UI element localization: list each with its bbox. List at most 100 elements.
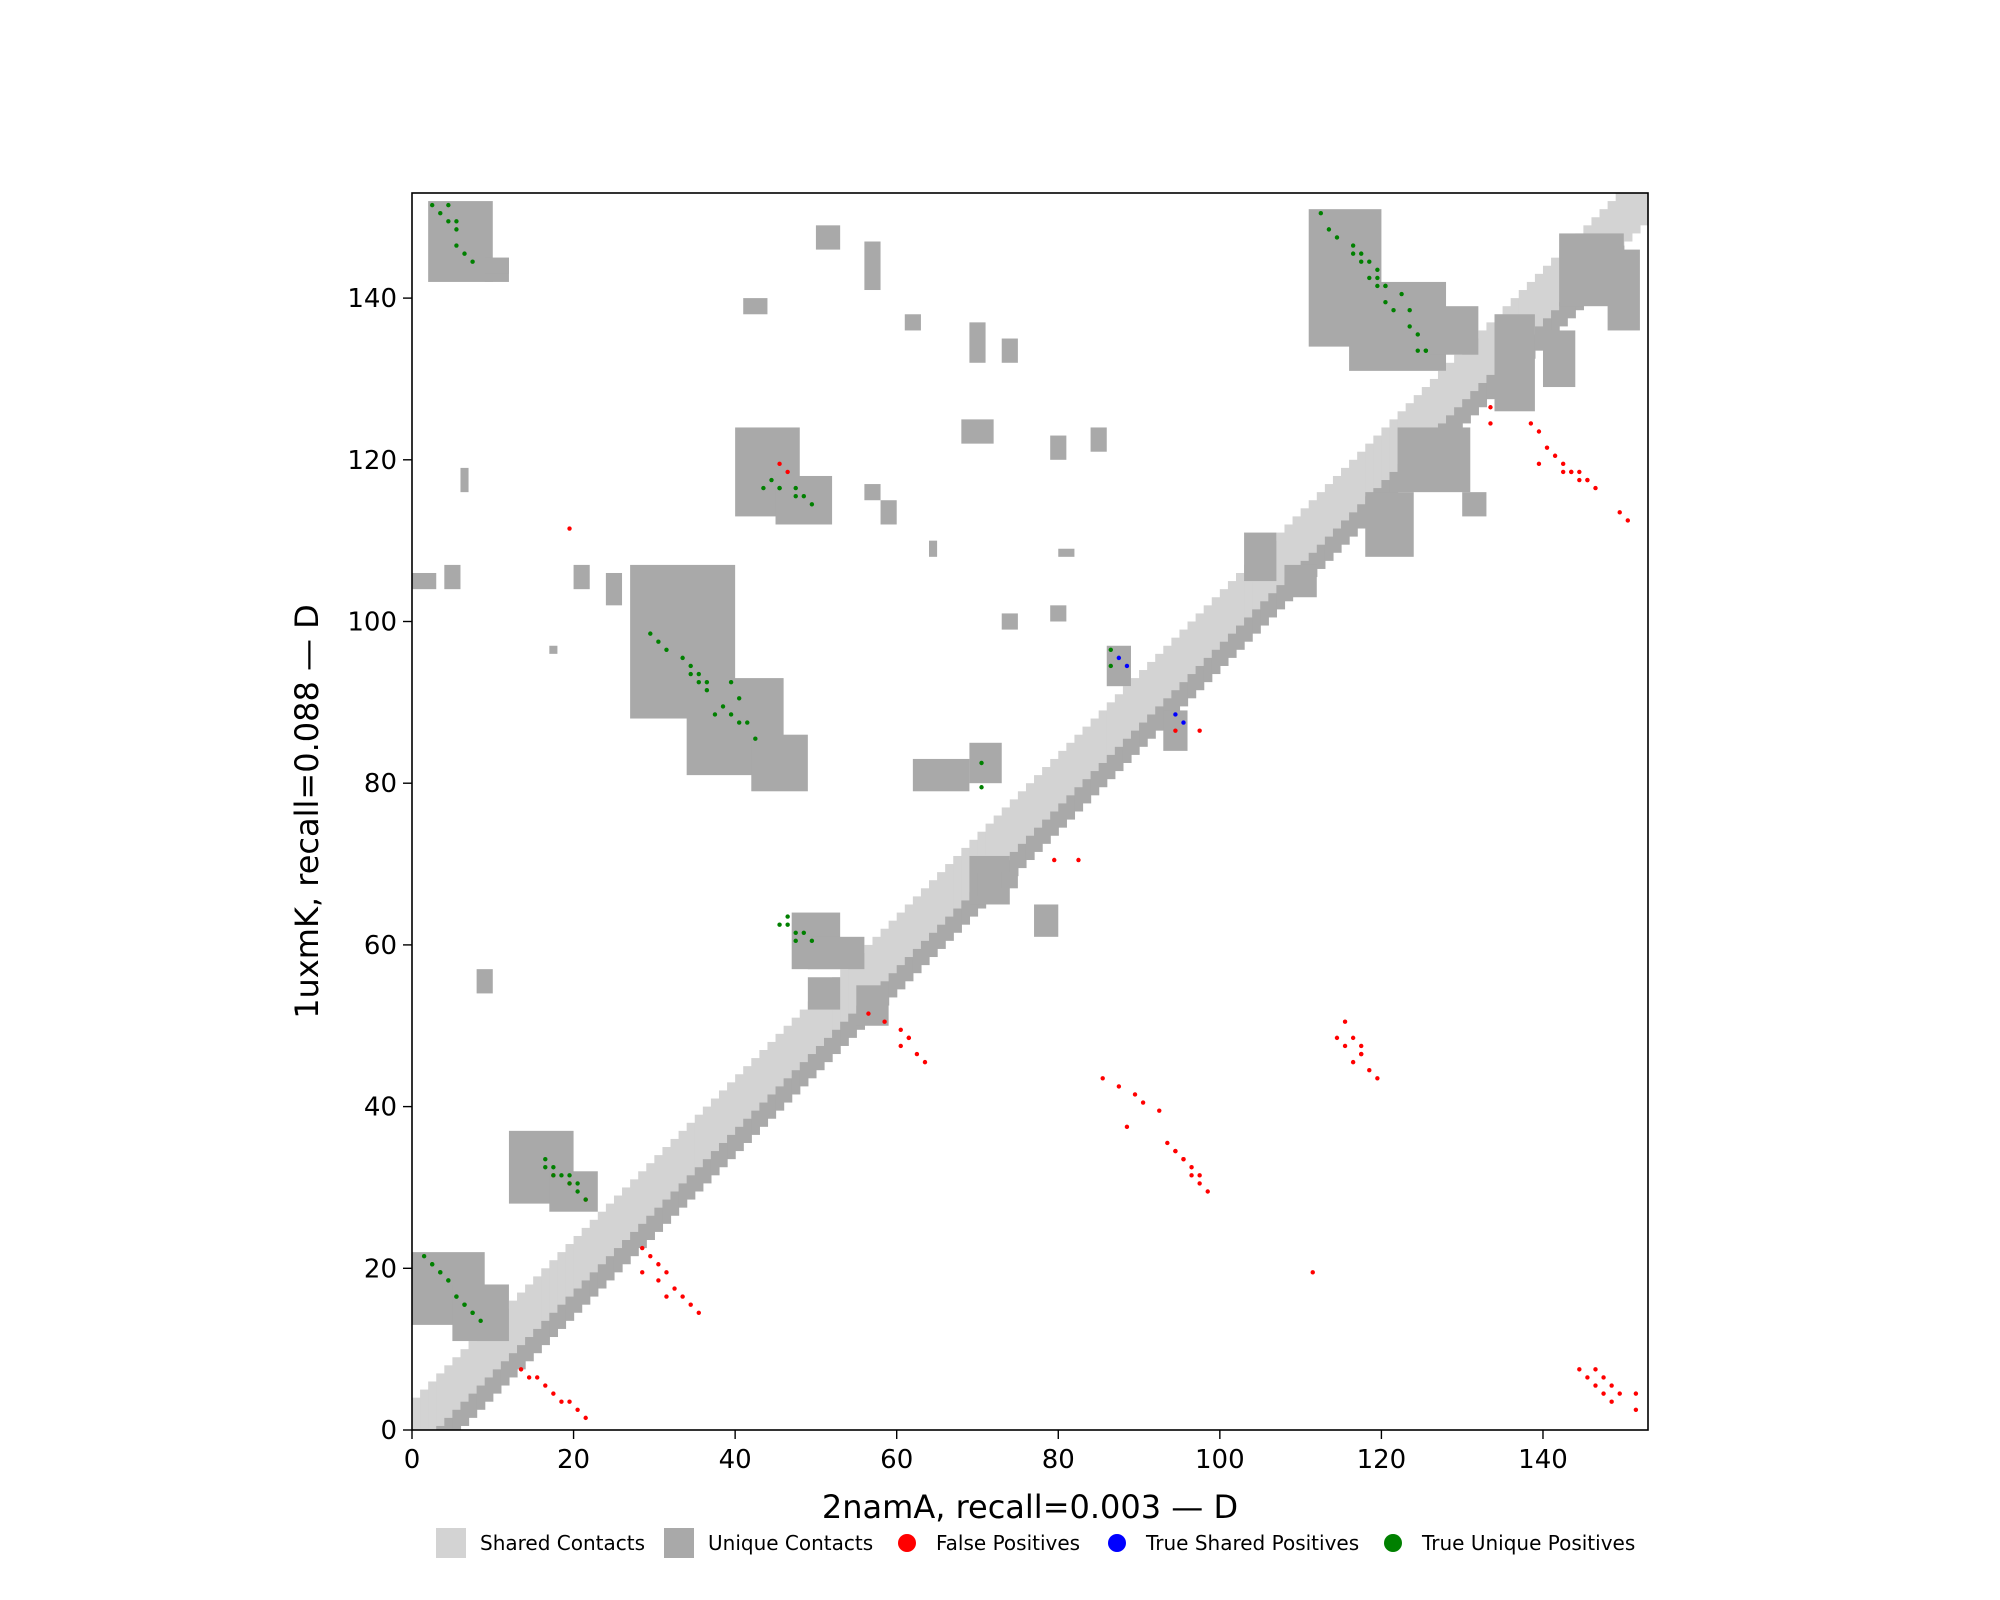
shared-contact-cell [912, 896, 922, 953]
unique-contact-cell [1454, 407, 1463, 432]
false-positive-point [526, 1375, 532, 1380]
unique-contact-cluster [549, 645, 558, 654]
unique-contact-cell [718, 1142, 728, 1168]
false-positive-point [696, 1310, 701, 1315]
false-positive-point [1124, 1124, 1130, 1130]
shared-contact-cell [444, 1365, 453, 1422]
shared-contact-cell [1389, 419, 1399, 476]
shared-contact-cell [1074, 734, 1084, 792]
unique-contact-cluster [775, 475, 833, 525]
unique-contact-cluster [460, 467, 469, 493]
shared-contact-cell [476, 1332, 486, 1390]
false-positive-point [1189, 1173, 1194, 1178]
shared-contact-cell [638, 1171, 647, 1228]
shared-contact-cell [1551, 257, 1560, 315]
shared-contact-cell [993, 815, 1003, 873]
unique-contact-cell [1567, 294, 1576, 319]
shared-contact-cell [1017, 791, 1027, 848]
true-unique-positive-point [1334, 235, 1340, 240]
unique-contact-cluster [751, 734, 808, 792]
true-unique-positive-point [1407, 308, 1412, 313]
false-positive-point [1359, 1043, 1364, 1049]
unique-contact-cell [1058, 803, 1067, 828]
unique-contact-cell [1179, 682, 1189, 707]
true-unique-positive-point [446, 202, 451, 208]
x-axis: 0 20 40 60 80 100 120 140 [404, 1430, 1568, 1475]
true-unique-positive-point [745, 720, 750, 725]
true-shared-positive-point [1173, 712, 1178, 717]
shared-contact-cell [597, 1211, 607, 1269]
unique-contact-cell [508, 1353, 518, 1378]
true-unique-positive-point [543, 1165, 548, 1170]
true-unique-positive-point [438, 1270, 443, 1275]
unique-contact-cell [452, 1409, 462, 1430]
shared-contact-cell [1615, 193, 1625, 250]
unique-contact-cell [1017, 843, 1027, 869]
unique-contact-cell [799, 1062, 809, 1087]
shared-contact-cell [420, 1389, 429, 1430]
false-positive-point [1569, 469, 1574, 475]
true-shared-positive-point [1181, 720, 1186, 725]
shared-contact-cell [880, 928, 890, 986]
unique-contact-cell [945, 916, 954, 941]
unique-contact-cell [1009, 851, 1019, 877]
legend: Shared Contacts Unique Contacts False Posi… [436, 1528, 1635, 1558]
y-axis: 0 20 40 60 80 100 120 140 [347, 284, 412, 1446]
true-unique-positive-point [753, 736, 758, 741]
unique-contact-cluster [452, 1284, 509, 1342]
unique-contact-cluster [573, 564, 590, 590]
shared-contact-cell [557, 1252, 567, 1309]
true-unique-positive-point [728, 679, 734, 685]
shared-contact-cell [1090, 718, 1100, 776]
false-positive-point [1577, 477, 1582, 483]
true-unique-positive-point [470, 1310, 475, 1315]
unique-contact-cluster [1244, 532, 1277, 582]
unique-contact-cluster [807, 977, 841, 1010]
unique-contact-cell [492, 1369, 502, 1394]
shared-contact-cell [1454, 354, 1463, 412]
shared-contact-cell [1478, 330, 1488, 388]
shared-contact-cell [1631, 193, 1641, 234]
unique-contact-cell [662, 1199, 672, 1224]
shared-contact-cell [1106, 702, 1116, 759]
unique-contact-cluster [880, 500, 897, 525]
unique-contact-cluster [856, 985, 889, 1026]
true-unique-positive-point [1391, 308, 1396, 313]
y-tick-label: 120 [347, 446, 397, 476]
plot-frame [411, 192, 1649, 1431]
legend-marker [1108, 1534, 1126, 1552]
plot-area [412, 193, 1649, 1430]
false-positive-point [1132, 1092, 1138, 1097]
unique-contact-cell [468, 1393, 478, 1418]
true-unique-positive-point [736, 720, 742, 725]
false-positive-point [1173, 1148, 1178, 1154]
true-unique-positive-point [1359, 259, 1364, 264]
x-tick-label: 80 [1042, 1445, 1075, 1475]
true-unique-positive-point [785, 922, 790, 927]
unique-contact-cell [694, 1167, 704, 1192]
unique-contact-cluster [444, 564, 461, 590]
shared-contact-cell [670, 1138, 680, 1196]
true-unique-positive-point [1375, 275, 1380, 281]
unique-contact-cell [597, 1264, 607, 1289]
shared-contact-cell [1381, 427, 1391, 485]
true-unique-positive-point [1318, 211, 1324, 216]
unique-contact-cluster [864, 484, 881, 501]
shared-contact-cell [1179, 629, 1189, 687]
unique-contact-cell [1066, 795, 1076, 820]
unique-contact-cell [1551, 310, 1560, 335]
shared-contact-cell [1534, 273, 1544, 331]
true-unique-positive-point [421, 1253, 427, 1259]
false-positive-point [688, 1302, 693, 1307]
unique-contact-cell [840, 1021, 849, 1046]
false-positive-point [1342, 1019, 1348, 1024]
unique-contact-cell [1324, 536, 1334, 561]
shared-contact-cell [840, 969, 849, 1026]
false-positive-point [559, 1399, 564, 1404]
true-unique-positive-point [1399, 291, 1404, 297]
shared-contact-cell [710, 1098, 720, 1156]
unique-contact-cell [1349, 512, 1358, 537]
shared-contact-cell [1607, 201, 1617, 258]
